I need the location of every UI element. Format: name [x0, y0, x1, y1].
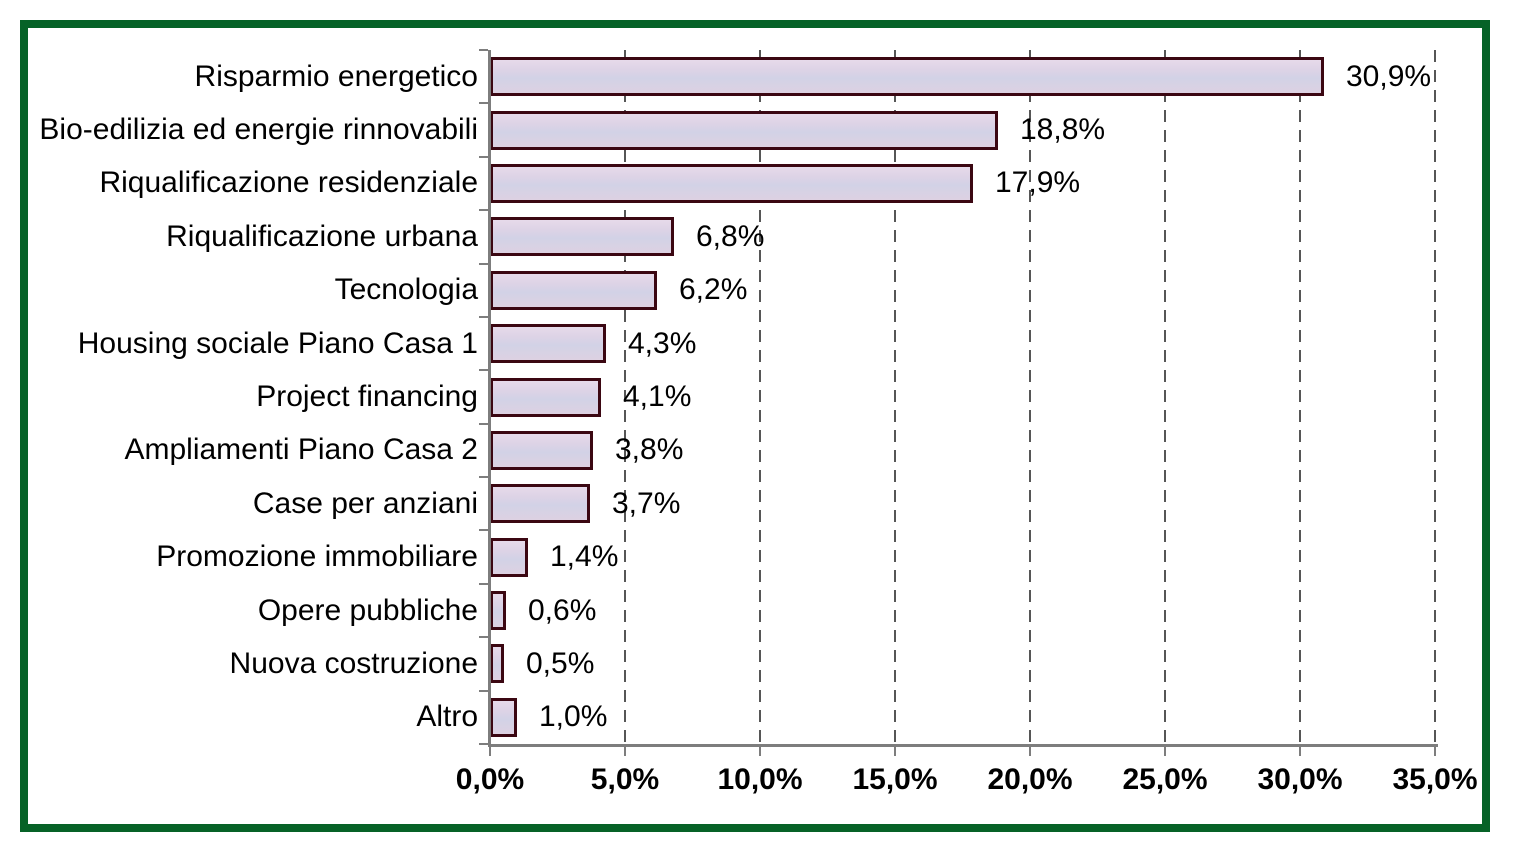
x-axis-label: 35,0% — [1392, 763, 1478, 796]
bar-9 — [490, 484, 590, 524]
gridline-20,0% — [1029, 50, 1031, 744]
category-label: Riqualificazione residenziale — [99, 166, 478, 200]
y-axis-tick — [479, 636, 488, 639]
y-axis-tick — [479, 689, 488, 692]
category-label: Nuova costruzione — [229, 646, 478, 680]
x-axis-label: 5,0% — [590, 763, 660, 796]
x-axis-tick — [489, 747, 491, 756]
y-axis-tick — [479, 49, 488, 51]
value-label: 30,9% — [1346, 59, 1432, 93]
y-axis-tick — [479, 743, 488, 745]
x-axis-label: 20,0% — [987, 763, 1073, 796]
value-label: 0,5% — [526, 646, 595, 680]
category-label: Case per anziani — [252, 486, 478, 520]
bar-7 — [490, 377, 601, 417]
category-label: Bio-edilizia ed energie rinnovabili — [39, 113, 478, 147]
gridline-35,0% — [1434, 50, 1436, 744]
bar-5 — [490, 270, 657, 310]
category-label: Project financing — [256, 380, 478, 413]
y-axis-tick — [479, 582, 488, 585]
x-axis-label: 15,0% — [852, 763, 938, 796]
x-axis-tick — [1164, 747, 1166, 756]
category-label: Housing sociale Piano Casa 1 — [77, 326, 478, 360]
bar-3 — [490, 163, 973, 203]
bar-12 — [490, 644, 504, 684]
category-label: Ampliamenti Piano Casa 2 — [124, 433, 478, 467]
category-label: Risparmio energetico — [194, 59, 478, 93]
y-axis-tick — [479, 369, 488, 372]
value-label: 18,8% — [1020, 113, 1106, 147]
bar-2 — [490, 110, 998, 150]
value-label: 0,6% — [528, 593, 597, 627]
x-axis-tick — [624, 747, 626, 756]
value-label: 17,9% — [995, 166, 1081, 200]
x-axis-label: 25,0% — [1122, 763, 1208, 796]
category-label: Altro — [416, 700, 478, 734]
gridline-25,0% — [1164, 50, 1166, 744]
category-label: Tecnologia — [334, 273, 478, 307]
y-axis-tick — [479, 262, 488, 265]
x-axis-tick — [1434, 747, 1436, 756]
x-axis — [488, 744, 1438, 747]
y-axis-tick — [479, 529, 488, 532]
gridline-5,0% — [624, 50, 626, 744]
y-axis-tick — [479, 209, 488, 212]
y-axis-tick — [479, 476, 488, 479]
gridline-30,0% — [1299, 50, 1301, 744]
value-label: 6,2% — [679, 273, 748, 307]
y-axis-tick — [479, 102, 488, 105]
gridline-15,0% — [894, 50, 896, 744]
y-axis-tick — [479, 422, 488, 425]
value-label: 4,1% — [623, 380, 692, 413]
value-label: 3,8% — [615, 433, 684, 467]
chart-frame — [20, 20, 1490, 832]
value-label: 1,4% — [550, 540, 619, 574]
x-axis-label: 0,0% — [455, 763, 525, 796]
bar-13 — [490, 697, 517, 737]
category-label: Promozione immobiliare — [156, 540, 478, 574]
y-axis-tick — [479, 315, 488, 318]
value-label: 1,0% — [539, 700, 608, 734]
x-axis-tick — [1029, 747, 1031, 756]
bar-10 — [490, 537, 528, 577]
value-label: 6,8% — [696, 219, 765, 253]
bar-8 — [490, 430, 593, 470]
x-axis-tick — [1299, 747, 1301, 756]
y-axis — [488, 50, 491, 747]
value-label: 4,3% — [628, 326, 697, 360]
value-label: 3,7% — [612, 486, 681, 520]
category-label: Opere pubbliche — [257, 593, 478, 627]
bar-6 — [490, 324, 606, 364]
x-axis-label: 10,0% — [717, 763, 803, 796]
x-axis-label: 30,0% — [1257, 763, 1343, 796]
x-axis-tick — [759, 747, 761, 756]
category-label: Riqualificazione urbana — [166, 219, 478, 253]
x-axis-tick — [894, 747, 896, 756]
gridline-10,0% — [759, 50, 761, 744]
bar-1 — [490, 57, 1324, 97]
bar-4 — [490, 217, 674, 257]
y-axis-tick — [479, 155, 488, 158]
bar-11 — [490, 591, 506, 631]
